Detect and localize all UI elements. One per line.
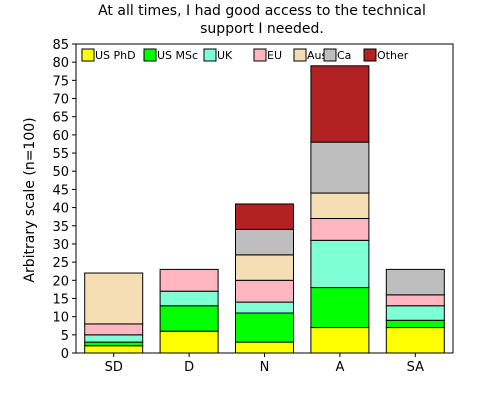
bar-segment [385, 319, 445, 329]
y-tick-label: 75 [52, 74, 69, 89]
bar-segment [310, 141, 370, 194]
legend-label: EU [267, 49, 282, 62]
legend-swatch [363, 48, 377, 62]
bar-segment [159, 268, 219, 292]
bar-segment [310, 239, 370, 289]
bar-segment [235, 301, 294, 314]
legend-swatch [203, 48, 217, 62]
bar-segment [84, 341, 144, 347]
y-axis: 0 5 10 15 20 25 30 35 40 45 50 55 60 65 70 75 80 85 [52, 38, 76, 362]
bar-segment [310, 327, 370, 354]
x-tick-label: D [184, 360, 194, 375]
legend-label: Other [377, 49, 409, 62]
bar-segment [159, 290, 219, 307]
x-tick-label: SD [105, 360, 123, 375]
y-tick-label: 0 [61, 347, 69, 362]
y-tick-label: 85 [52, 38, 69, 53]
y-tick-label: 5 [61, 329, 69, 344]
bar-segment [84, 334, 144, 343]
bar-segment [159, 330, 219, 354]
bar-segment [310, 65, 370, 143]
chart-title-line-1: At all times, I had good access to the t… [98, 3, 426, 19]
y-tick-label: 80 [52, 56, 69, 71]
bar-segment [84, 345, 144, 354]
x-tick-label: N [260, 360, 270, 375]
bar-segment [385, 305, 445, 321]
bar-segment [310, 217, 370, 241]
legend-label: US MSc [157, 49, 198, 62]
bar-segment [235, 341, 294, 354]
bar-segment [385, 268, 445, 296]
y-tick-label: 55 [52, 147, 69, 162]
bar-segment [310, 287, 370, 329]
legend-label: Aus [307, 49, 327, 62]
legend-swatch [253, 48, 267, 62]
bar-segment [235, 228, 294, 256]
bars [84, 65, 445, 354]
legend-label: US PhD [95, 49, 136, 62]
x-tick-label: SA [407, 360, 424, 375]
bar-segment [235, 254, 294, 281]
y-tick-label: 65 [52, 111, 69, 126]
bar-segment [235, 279, 294, 303]
bar-segment [310, 192, 370, 219]
y-tick-label: 15 [52, 292, 69, 307]
bar-segment [385, 294, 445, 307]
chart-title: At all times, I had good access to the t… [98, 3, 426, 37]
y-tick-label: 35 [52, 220, 69, 235]
chart-title-line-2: support I needed. [200, 21, 324, 37]
bar-segment [84, 272, 144, 325]
legend-label: Ca [337, 49, 351, 62]
y-tick-label: 30 [52, 238, 69, 253]
y-tick-label: 70 [52, 93, 69, 108]
y-tick-label: 40 [52, 202, 69, 217]
y-tick-label: 45 [52, 183, 69, 198]
legend-swatch [81, 48, 95, 62]
y-axis-label: Arbitrary scale (n=100) [22, 117, 38, 282]
y-tick-label: 10 [52, 311, 69, 326]
legend-label: UK [217, 49, 233, 62]
legend-swatch [293, 48, 307, 62]
legend-swatch [323, 48, 337, 62]
y-tick-label: 25 [52, 256, 69, 271]
x-axis: SD D N A SA [105, 353, 424, 375]
legend: US PhD US MSc UK EU Aus Ca Other [81, 48, 409, 62]
legend-swatch [143, 48, 157, 62]
x-tick-label: A [335, 360, 344, 375]
bar-segment [84, 323, 144, 336]
bar-segment [235, 203, 294, 230]
y-tick-label: 60 [52, 129, 69, 144]
bar-segment [235, 312, 294, 343]
bar-segment [159, 305, 219, 332]
y-tick-label: 50 [52, 165, 69, 180]
y-tick-label: 20 [52, 274, 69, 289]
bar-segment [385, 327, 445, 354]
